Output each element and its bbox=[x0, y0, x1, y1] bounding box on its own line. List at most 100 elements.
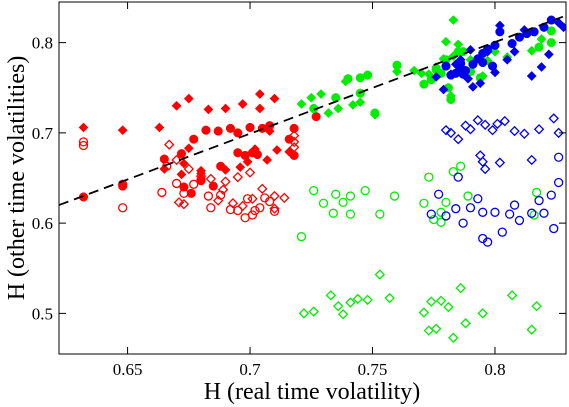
series-6 bbox=[296, 161, 542, 242]
y-tick-label: 0.5 bbox=[32, 304, 53, 323]
circle-point bbox=[456, 58, 466, 68]
diamond-point bbox=[355, 97, 366, 108]
circle-point bbox=[78, 137, 89, 147]
diamond-point bbox=[183, 93, 194, 104]
diamond-point bbox=[232, 171, 244, 183]
circle-point bbox=[465, 203, 476, 213]
series-4 bbox=[296, 15, 547, 120]
diamond-point bbox=[235, 162, 246, 173]
diamond-point bbox=[257, 183, 268, 195]
diamond-point bbox=[494, 157, 506, 168]
diamond-point bbox=[296, 99, 307, 109]
circle-point bbox=[252, 149, 262, 160]
series-1 bbox=[78, 112, 321, 202]
diamond-point bbox=[509, 46, 520, 57]
diamond-point bbox=[227, 198, 239, 209]
circle-point bbox=[554, 152, 564, 162]
diamond-point bbox=[279, 192, 290, 204]
circle-point bbox=[203, 191, 214, 201]
circle-point bbox=[436, 217, 446, 227]
circle-point bbox=[441, 197, 451, 208]
x-tick-label: 0.7 bbox=[239, 360, 261, 379]
diamond-point bbox=[203, 104, 214, 115]
circle-point bbox=[478, 57, 488, 68]
diamond-point bbox=[178, 198, 190, 210]
diamond-point bbox=[176, 169, 187, 180]
y-axis-title: H (other time volatilities) bbox=[4, 56, 30, 301]
circle-point bbox=[458, 47, 468, 57]
diamond-point bbox=[384, 292, 395, 304]
circle-point bbox=[505, 209, 515, 219]
circle-point bbox=[240, 213, 250, 223]
circle-point bbox=[534, 42, 544, 52]
diamond-point bbox=[423, 325, 435, 336]
circle-point bbox=[242, 194, 253, 204]
diamond-point bbox=[426, 296, 437, 307]
diamond-point bbox=[460, 120, 471, 131]
circle-point bbox=[189, 179, 199, 189]
circle-point bbox=[213, 126, 223, 136]
diamond-point bbox=[526, 324, 537, 335]
diamond-point bbox=[536, 34, 547, 44]
diamond-point bbox=[288, 142, 300, 153]
y-tick-label: 0.8 bbox=[32, 34, 53, 53]
circle-point bbox=[531, 187, 542, 198]
circle-point bbox=[514, 32, 525, 42]
circle-point bbox=[225, 123, 235, 133]
circle-point bbox=[296, 232, 307, 242]
diamond-point bbox=[553, 127, 564, 139]
fit-line bbox=[59, 14, 566, 206]
series-11 bbox=[426, 152, 564, 247]
x-tick-label: 0.8 bbox=[484, 360, 505, 379]
circle-point bbox=[456, 161, 466, 171]
circle-point bbox=[208, 181, 218, 191]
circle-point bbox=[497, 227, 507, 237]
circle-point bbox=[171, 178, 182, 189]
circle-point bbox=[478, 207, 488, 217]
diamond-point bbox=[183, 163, 195, 175]
circle-point bbox=[546, 26, 556, 36]
y-axis-ticks: 0.5 0.6 0.7 0.8 bbox=[32, 34, 566, 323]
diamond-point bbox=[205, 173, 217, 185]
circle-point bbox=[250, 205, 260, 216]
diamond-point bbox=[453, 133, 464, 145]
circle-point bbox=[458, 218, 468, 228]
circle-point bbox=[269, 206, 280, 217]
circle-point bbox=[345, 209, 356, 219]
diamond-point bbox=[178, 158, 189, 169]
series-3 bbox=[78, 137, 280, 223]
circle-point bbox=[392, 60, 402, 70]
diamond-point bbox=[154, 122, 165, 133]
circle-point bbox=[529, 210, 539, 220]
circle-point bbox=[478, 233, 488, 244]
diamond-point bbox=[244, 167, 256, 178]
diamond-point bbox=[374, 269, 386, 280]
diamond-point bbox=[332, 300, 344, 312]
circle-point bbox=[179, 182, 189, 192]
circle-point bbox=[424, 172, 434, 182]
circle-point bbox=[490, 207, 500, 217]
circle-point bbox=[509, 200, 520, 210]
circle-point bbox=[157, 187, 167, 198]
diamond-point bbox=[502, 54, 513, 65]
diamond-point bbox=[440, 124, 452, 136]
diamond-point bbox=[392, 66, 402, 77]
series-2 bbox=[163, 130, 300, 214]
circle-point bbox=[419, 79, 429, 89]
circle-point bbox=[487, 61, 498, 71]
diamond-point bbox=[465, 124, 476, 135]
circle-point bbox=[514, 215, 525, 226]
diamond-point bbox=[117, 125, 128, 136]
circle-point bbox=[451, 204, 461, 214]
diamond-point bbox=[448, 332, 459, 343]
circle-point bbox=[433, 189, 444, 199]
circle-point bbox=[546, 190, 556, 200]
diamond-point bbox=[441, 36, 451, 47]
circle-point bbox=[527, 208, 537, 218]
diamond-point bbox=[78, 122, 89, 133]
circle-point bbox=[189, 134, 199, 144]
circle-point bbox=[176, 149, 187, 159]
diamond-point bbox=[472, 115, 484, 126]
circle-point bbox=[311, 112, 321, 122]
